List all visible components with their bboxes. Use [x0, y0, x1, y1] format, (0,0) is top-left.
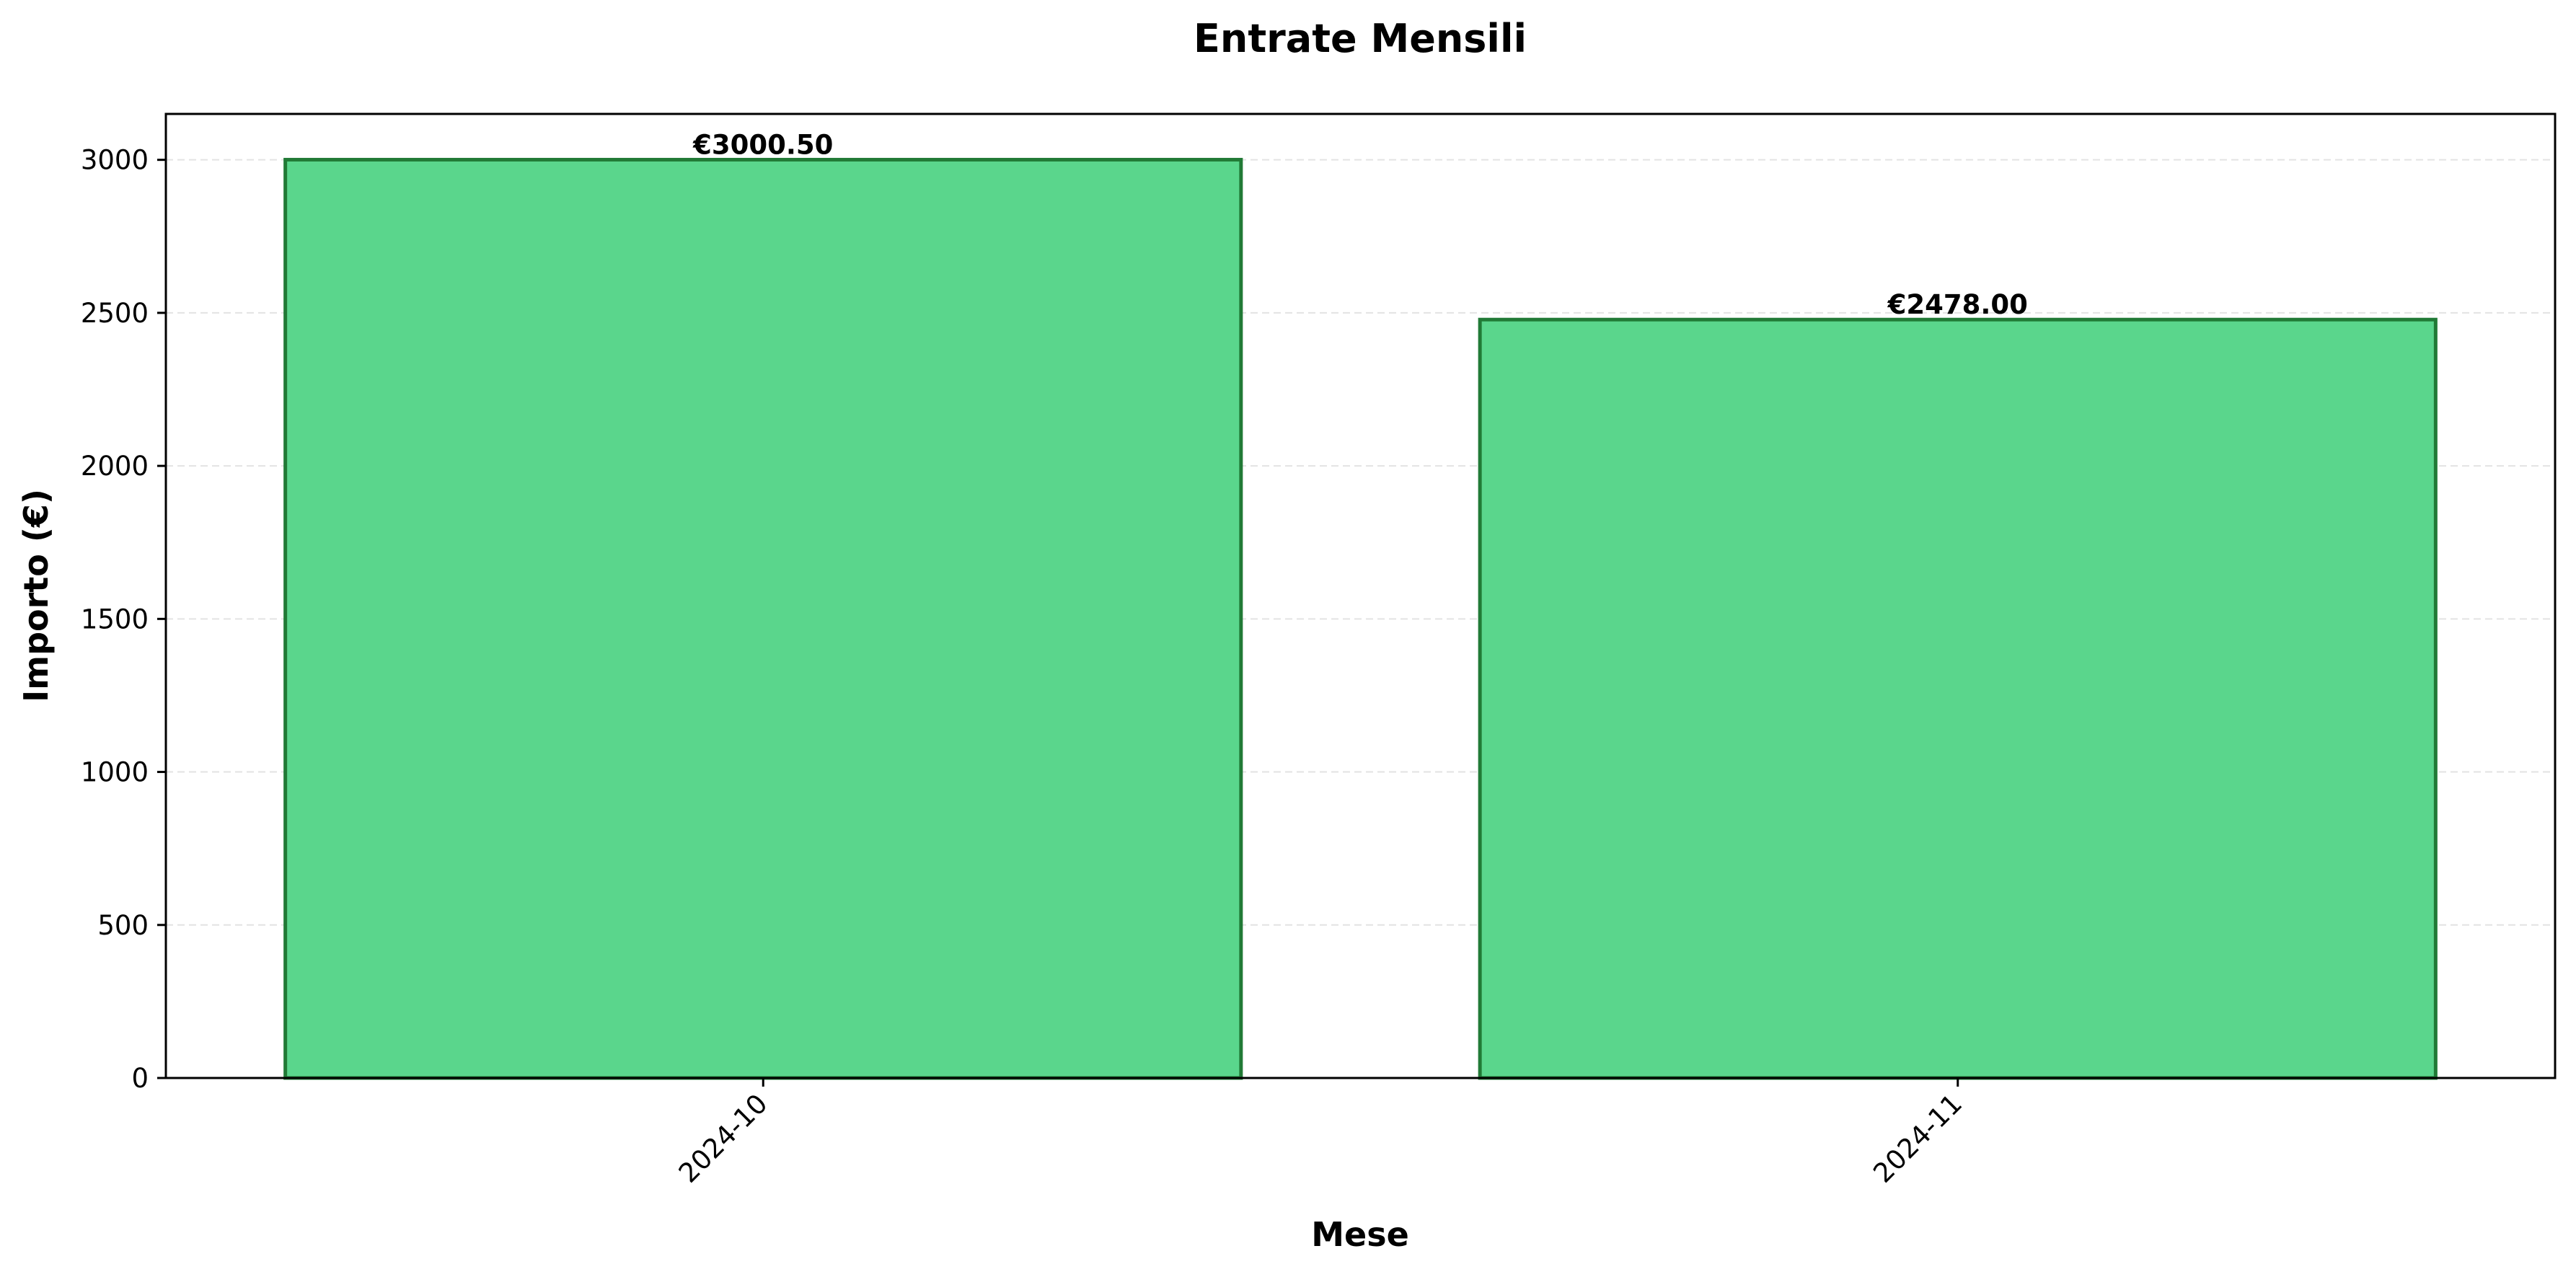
plot-frame	[164, 112, 2557, 1079]
bar-2024-11	[1478, 317, 2438, 1080]
y-tick-label: 2000	[81, 451, 149, 482]
y-axis-ticks: 0 500 1000 1500 2000 2500 3000	[81, 145, 166, 1094]
x-tick-label: 2024-11	[1867, 1088, 1968, 1189]
y-tick-label: 3000	[81, 145, 149, 176]
x-axis-label: Mese	[1311, 1215, 1409, 1254]
data-labels: €3000.50 €2478.00	[692, 129, 2028, 320]
x-axis-ticks: 2024-10 2024-11	[673, 1078, 1968, 1189]
y-tick-label: 0	[131, 1063, 149, 1094]
y-axis-label: Importo (€)	[17, 489, 56, 702]
y-tick-label: 1500	[81, 604, 149, 635]
bar-2024-10	[283, 157, 1243, 1080]
x-tick-label: 2024-10	[673, 1088, 774, 1189]
data-label-2024-11: €2478.00	[1887, 289, 2028, 320]
y-tick-label: 500	[97, 910, 149, 941]
chart-title: Entrate Mensili	[1194, 16, 1527, 61]
y-tick-label: 2500	[81, 298, 149, 329]
bars	[283, 157, 2438, 1080]
data-label-2024-10: €3000.50	[692, 129, 833, 160]
y-tick-label: 1000	[81, 757, 149, 788]
